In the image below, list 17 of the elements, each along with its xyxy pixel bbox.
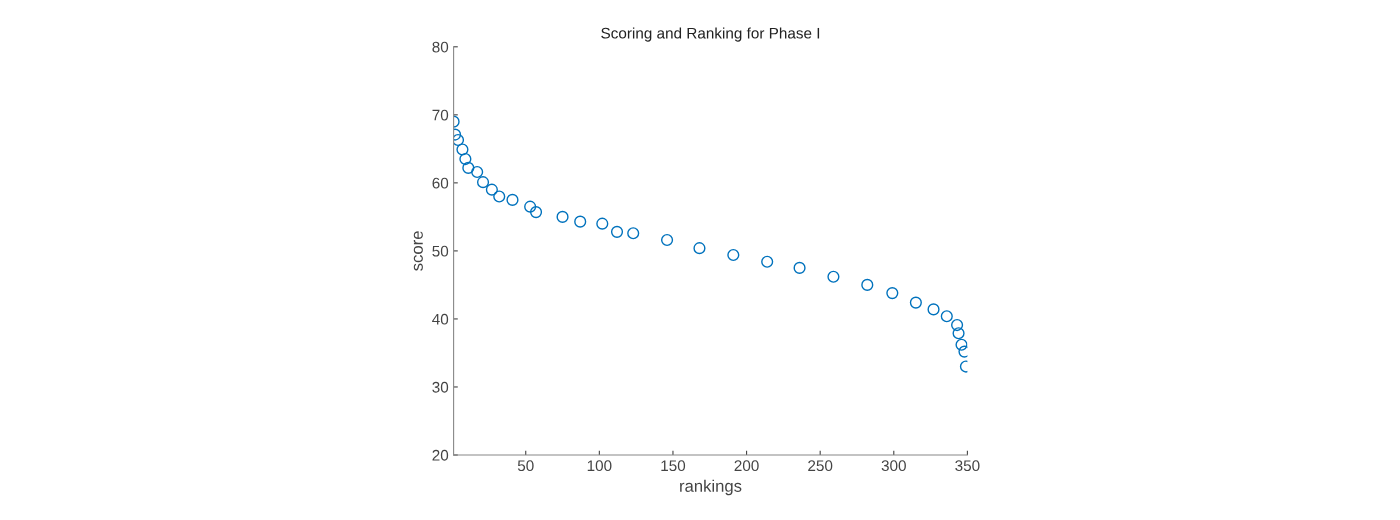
y-tick-label: 50 (432, 245, 449, 257)
y-tick-label: 80 (432, 41, 449, 53)
x-tick-label: 250 (808, 460, 833, 472)
x-axis-title: rankings (680, 479, 742, 496)
x-tick-label: 50 (517, 460, 534, 472)
y-tick-label: 70 (432, 109, 449, 121)
chart-title: Scoring and Ranking for Phase I (601, 27, 820, 42)
x-tick-label: 150 (661, 460, 686, 472)
y-axis-title: score (413, 231, 423, 271)
y-tick-label: 40 (432, 313, 449, 325)
x-tick-label: 300 (881, 460, 906, 472)
y-tick-label: 60 (432, 177, 449, 189)
x-tick-label: 350 (955, 460, 980, 472)
x-tick-label: 200 (734, 460, 759, 472)
y-tick-label: 30 (432, 381, 449, 393)
x-tick-label: 100 (587, 460, 612, 472)
y-tick-label: 20 (432, 449, 449, 461)
